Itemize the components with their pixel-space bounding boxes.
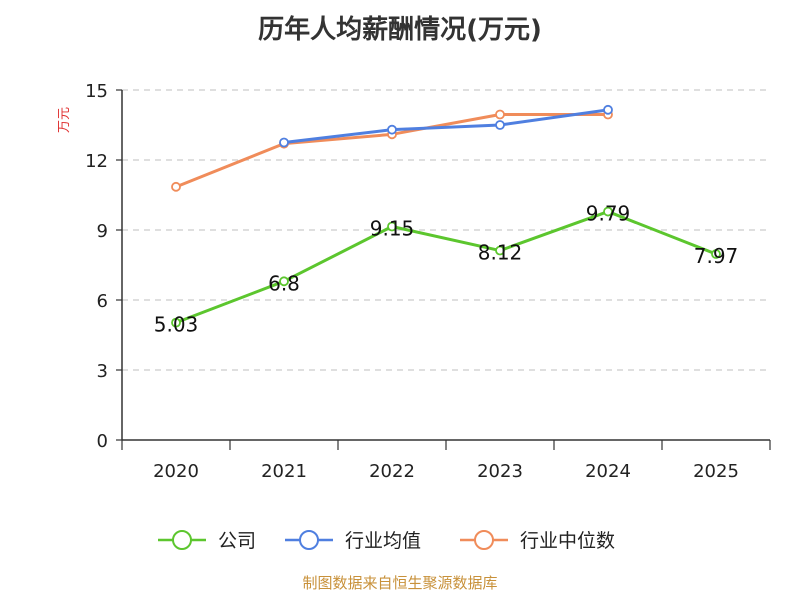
- legend-item-0[interactable]: 公司: [158, 530, 256, 552]
- y-tick-label: 3: [97, 361, 108, 382]
- data-point: [603, 104, 613, 115]
- data-label: 9.79: [586, 202, 631, 226]
- series-group-0: 5.03 6.8 9.15 8.12 9.79 7.97: [154, 202, 739, 337]
- series-group-2: [171, 109, 613, 192]
- y-tick-label: 15: [85, 81, 108, 102]
- data-source-note: 制图数据来自恒生聚源数据库: [302, 574, 497, 592]
- data-label: 7.97: [694, 244, 739, 268]
- data-point: [495, 120, 505, 130]
- series-line: [283, 108, 609, 144]
- legend-marker: [172, 530, 192, 550]
- data-label: 6.8: [268, 271, 300, 295]
- data-point: [171, 181, 181, 192]
- legend-marker: [299, 530, 319, 550]
- legend-marker: [474, 530, 494, 550]
- series-group-1: [279, 104, 613, 148]
- data-label: 9.15: [370, 217, 415, 241]
- series-line: [175, 210, 717, 325]
- y-tick-label: 6: [97, 291, 108, 312]
- data-label: 5.03: [154, 313, 199, 337]
- legend-label: 行业均值: [345, 530, 421, 552]
- x-tick-label: 2022: [369, 461, 415, 482]
- data-label: 8.12: [478, 241, 523, 265]
- data-point: [495, 245, 505, 256]
- data-point: [387, 221, 397, 232]
- legend-label: 公司: [218, 530, 256, 552]
- data-point: [495, 109, 505, 120]
- legend-item-1[interactable]: 行业均值: [285, 530, 421, 552]
- series-lines: 5.03 6.8 9.15 8.12 9.79 7.97: [154, 104, 739, 337]
- x-tick-label: 2023: [477, 461, 523, 482]
- data-point: [711, 249, 721, 259]
- y-tick-label: 9: [97, 221, 108, 242]
- chart-title: 历年人均薪酬情况(万元): [258, 14, 542, 45]
- y-tick-label: 0: [97, 431, 108, 452]
- data-point: [603, 206, 613, 217]
- legend-item-2[interactable]: 行业中位数: [460, 530, 615, 552]
- legend[interactable]: 公司 行业均值 行业中位数: [158, 530, 615, 552]
- y-tick-label: 12: [85, 151, 108, 172]
- data-point: [387, 124, 397, 135]
- x-tick-label: 2020: [153, 461, 199, 482]
- data-point: [279, 276, 289, 287]
- x-tick-label: 2021: [261, 461, 307, 482]
- x-tick-label: 2024: [585, 461, 631, 482]
- legend-label: 行业中位数: [520, 530, 615, 552]
- data-point: [171, 317, 181, 328]
- data-point: [279, 137, 289, 148]
- axes: 0 3 6 9 12 15 2020 2021 2022 2023 2024 2025: [85, 81, 771, 482]
- grid-lines: [122, 89, 770, 371]
- y-axis-unit-label: 万元: [57, 107, 72, 133]
- x-tick-label: 2025: [693, 461, 739, 482]
